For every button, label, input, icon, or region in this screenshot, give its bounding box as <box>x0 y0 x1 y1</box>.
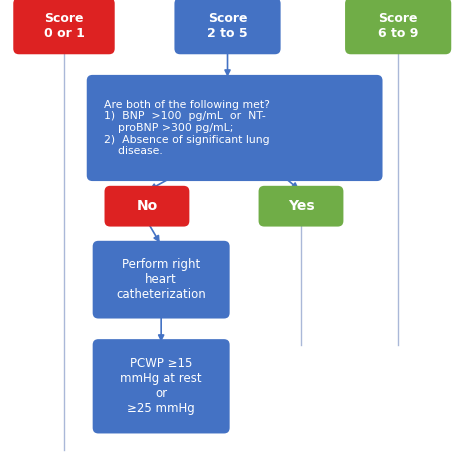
Text: Are both of the following met?
1)  BNP  >100  pg/mL  or  NT-
    proBNP >300 pg/: Are both of the following met? 1) BNP >1… <box>104 100 270 156</box>
FancyBboxPatch shape <box>13 0 115 55</box>
Text: No: No <box>137 199 157 213</box>
Text: PCWP ≥15
mmHg at rest
or
≥25 mmHg: PCWP ≥15 mmHg at rest or ≥25 mmHg <box>120 357 202 415</box>
Text: Yes: Yes <box>288 199 314 213</box>
FancyBboxPatch shape <box>174 0 281 55</box>
Text: Perform right
heart
catheterization: Perform right heart catheterization <box>116 258 206 301</box>
FancyBboxPatch shape <box>345 0 451 55</box>
Text: Score
2 to 5: Score 2 to 5 <box>207 12 248 40</box>
FancyBboxPatch shape <box>104 186 189 227</box>
FancyBboxPatch shape <box>259 186 343 227</box>
Text: Score
0 or 1: Score 0 or 1 <box>44 12 84 40</box>
Text: Score
6 to 9: Score 6 to 9 <box>378 12 419 40</box>
FancyBboxPatch shape <box>92 339 229 433</box>
FancyBboxPatch shape <box>92 241 229 319</box>
FancyBboxPatch shape <box>87 75 383 181</box>
